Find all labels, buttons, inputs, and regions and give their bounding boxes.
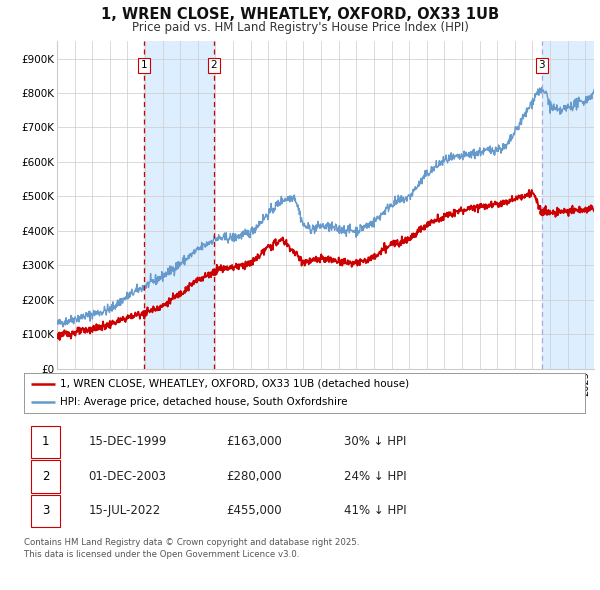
- FancyBboxPatch shape: [31, 460, 61, 493]
- Text: 3: 3: [539, 60, 545, 70]
- Text: 1, WREN CLOSE, WHEATLEY, OXFORD, OX33 1UB: 1, WREN CLOSE, WHEATLEY, OXFORD, OX33 1U…: [101, 7, 499, 22]
- Text: HPI: Average price, detached house, South Oxfordshire: HPI: Average price, detached house, Sout…: [61, 397, 348, 407]
- Text: 1: 1: [42, 435, 50, 448]
- Text: Contains HM Land Registry data © Crown copyright and database right 2025.
This d: Contains HM Land Registry data © Crown c…: [24, 538, 359, 559]
- FancyBboxPatch shape: [31, 426, 61, 458]
- Text: £280,000: £280,000: [226, 470, 281, 483]
- Text: 15-JUL-2022: 15-JUL-2022: [89, 504, 161, 517]
- Text: 15-DEC-1999: 15-DEC-1999: [89, 435, 167, 448]
- Text: 2: 2: [42, 470, 50, 483]
- Text: 24% ↓ HPI: 24% ↓ HPI: [344, 470, 406, 483]
- Text: £163,000: £163,000: [226, 435, 282, 448]
- Text: 30% ↓ HPI: 30% ↓ HPI: [344, 435, 406, 448]
- FancyBboxPatch shape: [31, 495, 61, 527]
- Text: Price paid vs. HM Land Registry's House Price Index (HPI): Price paid vs. HM Land Registry's House …: [131, 21, 469, 34]
- Text: 41% ↓ HPI: 41% ↓ HPI: [344, 504, 406, 517]
- Text: 2: 2: [211, 60, 217, 70]
- Text: 1: 1: [141, 60, 148, 70]
- Bar: [144, 41, 214, 369]
- Text: £455,000: £455,000: [226, 504, 281, 517]
- Bar: [542, 41, 594, 369]
- Text: 01-DEC-2003: 01-DEC-2003: [89, 470, 167, 483]
- Text: 3: 3: [42, 504, 50, 517]
- Text: 1, WREN CLOSE, WHEATLEY, OXFORD, OX33 1UB (detached house): 1, WREN CLOSE, WHEATLEY, OXFORD, OX33 1U…: [61, 379, 410, 389]
